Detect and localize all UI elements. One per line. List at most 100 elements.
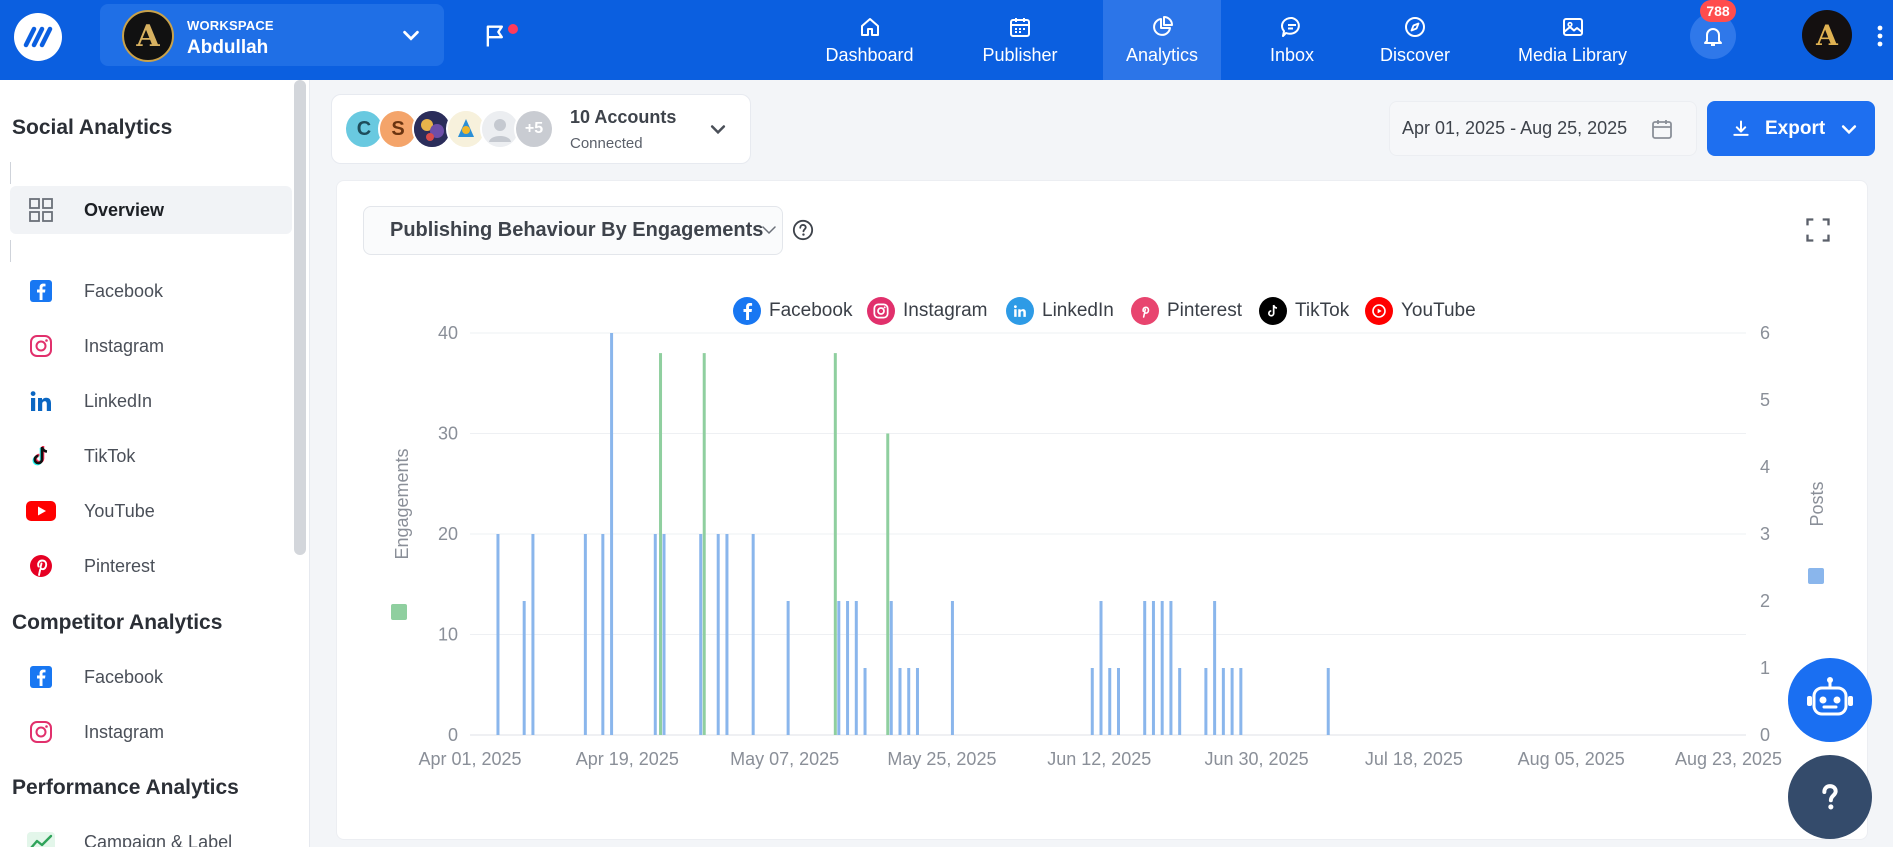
- posts-bar: [889, 601, 893, 735]
- x-tick-label: Aug 23, 2025: [1675, 749, 1782, 769]
- legend-label: YouTube: [1401, 300, 1476, 321]
- chatbot-button[interactable]: [1788, 658, 1872, 742]
- legend-label: TikTok: [1295, 300, 1350, 321]
- legend-linkedin[interactable]: LinkedIn: [1006, 296, 1114, 326]
- sidebar-item-campaign-label[interactable]: Campaign & Label: [10, 818, 292, 847]
- nav-discover[interactable]: Discover: [1370, 0, 1460, 80]
- posts-bar: [496, 534, 500, 735]
- posts-bar: [1169, 601, 1173, 735]
- posts-bar: [950, 601, 954, 735]
- sidebar-item-facebook[interactable]: Facebook: [10, 267, 292, 315]
- posts-bar: [1090, 668, 1094, 735]
- account-avatar: S: [378, 109, 418, 149]
- calendar-icon: [1652, 120, 1672, 139]
- bell-icon: [1704, 28, 1722, 46]
- chevron-down-icon: [403, 30, 419, 41]
- sidebar-item-linkedin[interactable]: LinkedIn: [10, 377, 292, 425]
- posts-bar: [1239, 668, 1243, 735]
- y2-tick-label: 0: [1760, 725, 1770, 745]
- nav-media-library[interactable]: Media Library: [1510, 0, 1635, 80]
- legend-youtube[interactable]: YouTube: [1365, 296, 1476, 326]
- image-icon: [1562, 17, 1583, 36]
- nav-media-library-label: Media Library: [1517, 44, 1628, 65]
- posts-bar: [846, 601, 850, 735]
- workspace-avatar: A: [122, 10, 174, 62]
- posts-bar: [699, 534, 703, 735]
- legend-pinterest[interactable]: Pinterest: [1131, 296, 1242, 326]
- youtube-icon: [26, 501, 56, 521]
- posts-bar: [610, 333, 614, 735]
- posts-axis-marker: [1808, 568, 1824, 584]
- account-avatar: [446, 109, 486, 149]
- workspace-switcher[interactable]: A WORKSPACE Abdullah: [100, 4, 444, 66]
- y2-tick-label: 1: [1760, 658, 1770, 678]
- posts-bar: [854, 601, 858, 735]
- more-accounts-badge: +5: [514, 109, 554, 149]
- help-button[interactable]: [1788, 755, 1872, 839]
- export-button[interactable]: Export: [1707, 101, 1875, 156]
- workspace-label: WORKSPACE: [187, 18, 274, 33]
- legend-facebook[interactable]: Facebook: [733, 296, 852, 326]
- more-options-icon[interactable]: [1876, 24, 1884, 48]
- posts-bar: [1116, 668, 1120, 735]
- x-tick-label: Jun 30, 2025: [1205, 749, 1309, 769]
- pinterest-icon: [30, 555, 52, 577]
- sidebar-item-competitor-facebook[interactable]: Facebook: [10, 653, 292, 701]
- user-avatar[interactable]: A: [1802, 10, 1852, 60]
- chevron-down-icon: [762, 226, 776, 235]
- calendar-icon: [1010, 17, 1030, 37]
- nav-dashboard[interactable]: Dashboard: [812, 0, 927, 80]
- sidebar-item-label: TikTok: [84, 445, 136, 466]
- sidebar-item-label: Overview: [84, 199, 165, 220]
- chart-type-dropdown[interactable]: Publishing Behaviour By Engagements: [363, 206, 783, 255]
- x-tick-label: May 25, 2025: [887, 749, 996, 769]
- sidebar-item-label: Facebook: [84, 280, 164, 301]
- legend-tiktok[interactable]: TikTok: [1259, 296, 1349, 326]
- accounts-count: 10 Accounts: [570, 107, 677, 127]
- legend-label: LinkedIn: [1042, 300, 1114, 321]
- y-tick-label: 40: [438, 323, 458, 343]
- account-avatar: [480, 109, 520, 149]
- sidebar-item-overview[interactable]: Overview: [10, 186, 292, 234]
- y-axis-title: Engagements: [392, 448, 412, 559]
- legend-instagram[interactable]: Instagram: [867, 296, 987, 326]
- sidebar-item-label: LinkedIn: [84, 390, 153, 411]
- sidebar-item-competitor-instagram[interactable]: Instagram: [10, 708, 292, 756]
- posts-bar: [837, 601, 841, 735]
- top-navigation-bar: A WORKSPACE Abdullah Dashboard Publisher…: [0, 0, 1893, 80]
- x-tick-label: Apr 19, 2025: [576, 749, 679, 769]
- question-circle-icon[interactable]: [792, 219, 814, 241]
- logo-icon: [23, 26, 53, 48]
- posts-bar: [1099, 601, 1103, 735]
- robot-icon: [1807, 677, 1853, 716]
- date-range-picker[interactable]: Apr 01, 2025 - Aug 25, 2025: [1389, 101, 1697, 156]
- nav-analytics[interactable]: Analytics: [1103, 0, 1221, 80]
- chart-type-label: Publishing Behaviour By Engagements: [390, 219, 764, 241]
- engagements-bar: [659, 353, 663, 735]
- nav-dashboard-label: Dashboard: [825, 44, 914, 65]
- sidebar-item-pinterest[interactable]: Pinterest: [10, 542, 292, 590]
- posts-bar: [1160, 601, 1164, 735]
- posts-bar: [1213, 601, 1217, 735]
- sidebar-item-tiktok[interactable]: TikTok: [10, 432, 292, 480]
- accounts-selector[interactable]: C S +5 10 Accounts Connected: [331, 94, 751, 164]
- flag-icon[interactable]: [482, 22, 510, 50]
- sidebar-item-instagram[interactable]: Instagram: [10, 322, 292, 370]
- sidebar-item-youtube[interactable]: YouTube: [10, 487, 292, 535]
- export-label: Export: [1765, 117, 1826, 139]
- sidebar-item-label: YouTube: [84, 500, 155, 521]
- fullscreen-icon[interactable]: [1804, 216, 1832, 244]
- posts-bar: [653, 534, 657, 735]
- facebook-icon: [30, 666, 52, 688]
- posts-bar: [907, 668, 911, 735]
- default-user-icon: [482, 111, 518, 147]
- posts-bar: [662, 534, 666, 735]
- nav-publisher[interactable]: Publisher: [965, 0, 1075, 80]
- posts-bar: [725, 534, 729, 735]
- date-range-text: Apr 01, 2025 - Aug 25, 2025: [1402, 118, 1628, 138]
- app-logo[interactable]: [14, 13, 62, 61]
- nav-inbox[interactable]: Inbox: [1252, 0, 1332, 80]
- y2-tick-label: 5: [1760, 390, 1770, 410]
- sidebar-scrollbar[interactable]: [294, 80, 306, 555]
- nav-inbox-label: Inbox: [1269, 44, 1315, 65]
